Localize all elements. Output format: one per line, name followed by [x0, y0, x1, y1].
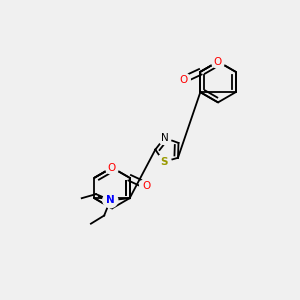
- Circle shape: [156, 154, 171, 169]
- Circle shape: [158, 131, 171, 144]
- Text: S: S: [160, 157, 167, 167]
- Text: N: N: [160, 133, 168, 143]
- Circle shape: [105, 161, 119, 174]
- Text: O: O: [108, 163, 116, 172]
- Circle shape: [103, 193, 118, 208]
- Circle shape: [212, 55, 225, 68]
- Text: O: O: [142, 181, 150, 190]
- Circle shape: [140, 179, 153, 192]
- Text: O: O: [214, 57, 222, 67]
- Text: N: N: [106, 195, 115, 205]
- Circle shape: [177, 73, 190, 86]
- Text: O: O: [180, 75, 188, 85]
